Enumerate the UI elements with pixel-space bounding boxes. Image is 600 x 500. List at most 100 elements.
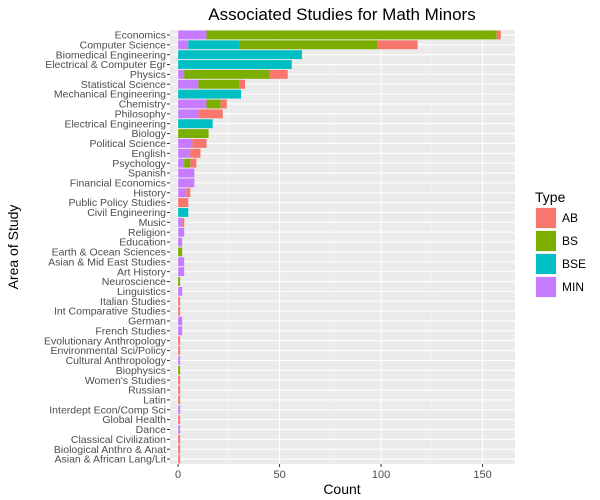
y-tick-label: Mechanical Engineering — [54, 89, 166, 101]
bar-ab — [178, 415, 181, 425]
bar-min — [178, 355, 181, 365]
bar-min — [178, 158, 185, 168]
bar-bs — [178, 365, 181, 375]
bar-min — [178, 267, 185, 277]
bar-min — [178, 405, 181, 415]
bar-min — [178, 178, 195, 188]
bar-ab — [269, 69, 288, 79]
bar-min — [178, 79, 199, 89]
y-tick-label: Evolutionary Anthropology — [44, 335, 167, 347]
bar-ab — [182, 217, 185, 227]
bar-ab — [186, 188, 191, 198]
y-tick-label: Women's Studies — [85, 375, 166, 387]
bars — [178, 30, 501, 464]
y-tick-label: Global Health — [102, 414, 166, 426]
y-tick-label: English — [132, 148, 167, 160]
bar-min — [178, 99, 207, 109]
bar-min — [178, 425, 181, 434]
bar-ab — [178, 306, 181, 316]
legend-key-bs — [536, 231, 556, 251]
legend-label: MIN — [562, 280, 584, 294]
bar-ab — [192, 138, 207, 148]
legend-title: Type — [535, 189, 566, 205]
y-tick-label: Biology — [132, 128, 167, 140]
y-tick-label: Electrical Engineering — [64, 118, 166, 130]
x-tick-label: 100 — [372, 469, 390, 481]
y-tick-label: Russian — [128, 385, 166, 397]
bar-bs — [184, 158, 191, 168]
y-tick-label: Linguistics — [117, 286, 166, 298]
y-tick-label: Economics — [115, 30, 166, 42]
bar-ab — [190, 158, 197, 168]
legend-label: AB — [562, 211, 578, 225]
bar-ab — [496, 30, 501, 40]
bar-ab — [190, 148, 201, 158]
y-tick-label: Neuroscience — [102, 276, 166, 288]
legend-key-min — [536, 277, 556, 297]
y-axis-title: Area of Study — [5, 205, 21, 290]
bar-ab — [220, 99, 227, 109]
plot-panel — [170, 30, 515, 464]
y-tick-label: Chemistry — [119, 99, 167, 111]
y-tick-label: Music — [139, 217, 166, 229]
bar-bse — [178, 89, 242, 99]
y-tick-label: Cultural Anthropology — [66, 355, 167, 367]
bar-bse — [178, 50, 302, 60]
x-tick-label: 150 — [473, 469, 491, 481]
y-tick-label: Asian & Mid East Studies — [48, 256, 166, 268]
x-tick-label: 50 — [273, 469, 285, 481]
y-tick-label: Political Science — [90, 138, 167, 150]
legend: Type AB BS BSE MIN — [535, 189, 586, 298]
bar-ab — [178, 296, 181, 306]
bar-ab — [178, 444, 181, 454]
bar-min — [178, 138, 193, 148]
y-tick-label: Computer Science — [80, 39, 167, 51]
y-tick-label: Biophysics — [116, 365, 166, 377]
y-tick-label: Latin — [143, 394, 166, 406]
bar-ab — [178, 198, 189, 208]
y-tick-label: German — [128, 316, 166, 328]
bar-ab — [178, 336, 181, 346]
bar-ab — [239, 79, 246, 89]
bar-min — [178, 40, 189, 50]
bar-min — [178, 316, 183, 326]
bar-ab — [198, 109, 223, 119]
y-tick-label: Psychology — [112, 158, 166, 170]
bar-bs — [178, 129, 209, 139]
bar-bse — [188, 40, 239, 50]
legend-key-ab — [536, 208, 556, 228]
y-tick-label: Religion — [128, 227, 166, 239]
bar-min — [178, 217, 183, 227]
y-tick-label: Biomedical Engineering — [56, 49, 166, 61]
bar-bs — [206, 30, 497, 40]
y-tick-label: Education — [119, 237, 166, 249]
bar-bs — [184, 69, 270, 79]
bar-bse — [178, 60, 292, 69]
bar-min — [178, 237, 183, 247]
bar-min — [178, 30, 207, 40]
bar-ab — [377, 40, 418, 50]
bar-bs — [206, 99, 221, 109]
bar-bse — [178, 119, 213, 129]
bar-min — [178, 148, 191, 158]
bar-bse — [178, 208, 189, 217]
bar-min — [178, 109, 199, 119]
bar-ab — [178, 375, 181, 385]
y-tick-label: French Studies — [95, 325, 166, 337]
y-tick-label: Earth & Ocean Sciences — [52, 247, 166, 259]
bar-ab — [178, 385, 181, 395]
bar-ab — [178, 395, 181, 405]
x-axis-title: Count — [323, 481, 360, 497]
y-tick-label: Physics — [130, 69, 166, 81]
bar-min — [178, 286, 183, 296]
y-tick-label: Statistical Science — [81, 79, 166, 91]
y-tick-label: Public Policy Studies — [69, 197, 166, 209]
x-axis-ticks: 0 50 100 150 — [175, 464, 492, 481]
y-tick-label: Philosophy — [115, 108, 167, 120]
y-tick-label: Financial Economics — [70, 177, 166, 189]
bar-bs — [178, 277, 181, 286]
legend-key-bse — [536, 254, 556, 274]
y-tick-label: Classical Civilization — [71, 434, 166, 446]
